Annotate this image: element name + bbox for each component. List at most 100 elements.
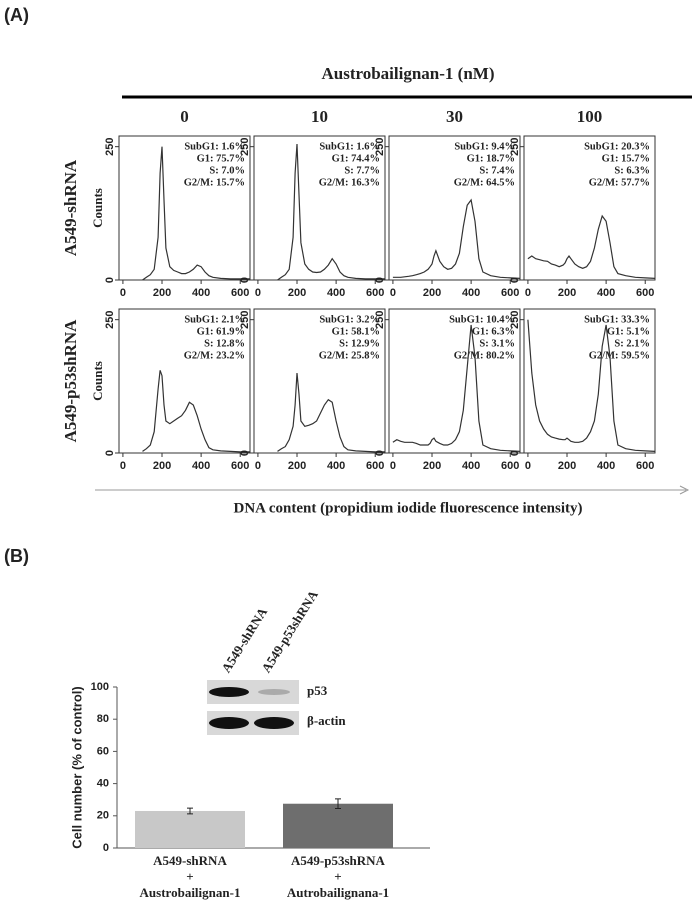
annotation: G2/M: 80.2%: [454, 350, 515, 361]
panel-label: (A): [4, 5, 29, 25]
x-tick-label: 0: [120, 460, 126, 472]
x-tick-label: 600: [636, 460, 654, 472]
y-tick-label: 0: [239, 450, 251, 456]
x-tick-label: 0: [390, 287, 396, 299]
x-tick-label: 200: [153, 287, 171, 299]
annotation: G1: 6.3%: [472, 326, 515, 337]
y-tick-label: 40: [97, 778, 109, 790]
y-tick-label: 0: [374, 277, 386, 283]
annotation: S: 12.9%: [339, 338, 380, 349]
annotation: S: 2.1%: [614, 338, 650, 349]
annotation: G2/M: 16.3%: [319, 177, 380, 188]
blot-band: [258, 689, 290, 695]
x-tick-label: 0: [255, 287, 261, 299]
row-label: A549-p53shRNA: [61, 319, 80, 443]
dose-label: 100: [577, 107, 603, 126]
protein-label: β-actin: [307, 713, 346, 728]
y-tick-label: 250: [374, 310, 386, 328]
y-axis-title: Counts: [90, 188, 105, 228]
treatment-label: Austrobailignan-1 (nM): [321, 64, 494, 83]
annotation: SubG1: 10.4%: [449, 314, 515, 325]
x-tick-label: 400: [597, 460, 615, 472]
annotation: G1: 75.7%: [197, 153, 245, 164]
x-tick-label: 200: [558, 287, 576, 299]
western-blot: [207, 680, 299, 735]
annotation: G1: 74.4%: [332, 153, 380, 164]
x-tick-label: 200: [288, 287, 306, 299]
x-tick-label: 0: [525, 287, 531, 299]
annotation: G2/M: 25.8%: [319, 350, 380, 361]
plot-frame: [118, 135, 251, 281]
annotation: SubG1: 1.6%: [319, 141, 380, 152]
y-tick-label: 0: [103, 842, 109, 854]
x-tick-label: 400: [327, 460, 345, 472]
x-tick-label: 600: [501, 287, 519, 299]
bar: [283, 803, 393, 848]
x-tick-label: 400: [192, 460, 210, 472]
y-tick-label: 80: [97, 713, 109, 725]
plot-frame: [523, 135, 656, 281]
x-tick-label: 600: [231, 460, 249, 472]
arrow-head: [679, 485, 690, 495]
plot-frame: [253, 308, 386, 454]
x-tick-label: 200: [558, 460, 576, 472]
annotation: G1: 15.7%: [602, 153, 650, 164]
x-tick-label: A549-shRNA + Austrobailignan-1: [140, 853, 241, 900]
histogram-line: [392, 324, 521, 452]
panel-label: (B): [4, 546, 29, 566]
annotation: SubG1: 1.6%: [184, 141, 245, 152]
x-tick-label: 600: [366, 287, 384, 299]
x-tick-label: 600: [501, 460, 519, 472]
x-tick-label: 400: [462, 460, 480, 472]
x-tick-label: 600: [636, 287, 654, 299]
x-tick-label: 0: [120, 287, 126, 299]
x-tick-label: 200: [153, 460, 171, 472]
y-tick-label: 250: [104, 137, 116, 155]
histogram-line: [527, 214, 656, 279]
histogram-line: [527, 319, 656, 452]
annotation: SubG1: 20.3%: [584, 141, 650, 152]
protein-label: p53: [307, 683, 328, 698]
error-bar: [187, 807, 193, 815]
histogram-line: [142, 370, 250, 453]
x-tick-label: 600: [231, 287, 249, 299]
x-tick-label: 600: [366, 460, 384, 472]
error-bar: [335, 798, 341, 810]
annotation: S: 3.1%: [479, 338, 515, 349]
annotation: G1: 5.1%: [607, 326, 650, 337]
x-tick-label: 400: [462, 287, 480, 299]
histogram-line: [277, 143, 385, 281]
annotation: S: 12.8%: [204, 338, 245, 349]
dose-label: 0: [180, 107, 189, 126]
annotation: S: 7.7%: [344, 165, 380, 176]
histogram-line: [277, 372, 385, 453]
y-tick-label: 100: [91, 681, 109, 693]
y-tick-label: 0: [509, 450, 521, 456]
y-axis-title: Counts: [90, 361, 105, 401]
annotation: G2/M: 23.2%: [184, 350, 245, 361]
x-tick-label: 0: [390, 460, 396, 472]
annotation: SubG1: 9.4%: [454, 141, 515, 152]
blot-band: [209, 687, 249, 697]
lane-label: A549-p53shRNA: [258, 587, 321, 675]
y-tick-label: 250: [239, 310, 251, 328]
y-tick-label: 0: [104, 450, 116, 456]
annotation: G2/M: 15.7%: [184, 177, 245, 188]
x-tick-label: 200: [423, 460, 441, 472]
x-tick-label: 400: [192, 287, 210, 299]
x-tick-label: 400: [327, 287, 345, 299]
annotation: S: 7.0%: [209, 165, 245, 176]
x-tick-label: 200: [423, 287, 441, 299]
x-tick-label: A549-p53shRNA + Autrobailignana-1: [287, 853, 389, 900]
y-tick-label: 20: [97, 810, 109, 822]
y-tick-label: 0: [374, 450, 386, 456]
y-tick-label: 0: [104, 277, 116, 283]
row-label: A549-shRNA: [61, 159, 80, 256]
annotation: G2/M: 59.5%: [589, 350, 650, 361]
bar: [135, 810, 245, 848]
y-tick-label: 0: [239, 277, 251, 283]
y-axis-title: Cell number (% of control): [69, 686, 84, 849]
annotation: S: 7.4%: [479, 165, 515, 176]
annotation: G2/M: 64.5%: [454, 177, 515, 188]
